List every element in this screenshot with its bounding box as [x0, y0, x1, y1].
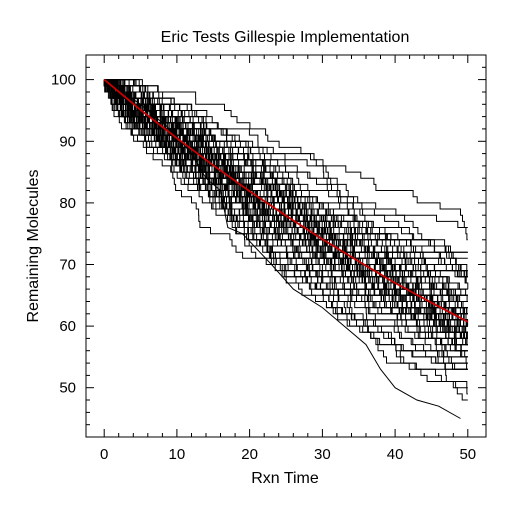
y-axis-label: Remaining Molecules	[25, 170, 42, 323]
outlier-trajectory-line	[103, 79, 461, 419]
mean-line	[103, 78, 469, 323]
x-tick-label: 30	[314, 446, 331, 463]
axis-ticks	[86, 54, 486, 437]
trajectory-line	[104, 79, 468, 290]
x-axis-label: Rxn Time	[251, 470, 319, 487]
x-tick-labels: 0 10 20 30 40 50	[100, 446, 476, 463]
x-tick-label: 10	[169, 446, 186, 463]
plot-frame	[85, 54, 487, 438]
trajectory-line	[104, 79, 468, 296]
trajectory-line	[104, 79, 468, 272]
y-tick-label: 90	[59, 133, 76, 150]
y-tick-label: 60	[59, 318, 76, 335]
chart-title: Eric Tests Gillespie Implementation	[161, 29, 410, 46]
trajectory-line	[104, 79, 468, 346]
trajectory-line	[104, 79, 468, 296]
trajectory-line	[103, 79, 468, 370]
trajectory-line	[104, 79, 468, 321]
trajectory-line	[104, 79, 468, 259]
mean-curve-line	[103, 78, 469, 323]
trajectory-line	[104, 79, 468, 333]
trajectory-lines	[103, 79, 469, 419]
y-tick-label: 80	[59, 195, 76, 212]
x-tick-label: 50	[459, 446, 476, 463]
trajectory-line	[104, 79, 468, 370]
x-tick-label: 20	[241, 446, 258, 463]
trajectory-line	[104, 79, 468, 296]
trajectory-line	[104, 79, 468, 321]
trajectory-line	[104, 79, 468, 315]
trajectory-line	[104, 79, 468, 327]
y-tick-label: 70	[59, 257, 76, 274]
y-tick-labels: 50 60 70 80 90 100	[51, 72, 76, 397]
trajectory-line	[104, 79, 468, 272]
x-tick-label: 40	[387, 446, 404, 463]
y-tick-label: 50	[59, 380, 76, 397]
trajectory-line	[104, 79, 468, 333]
trajectory-line	[104, 79, 468, 296]
y-tick-label: 100	[51, 72, 76, 89]
trajectory-line	[104, 79, 468, 395]
x-tick-label: 0	[100, 446, 108, 463]
